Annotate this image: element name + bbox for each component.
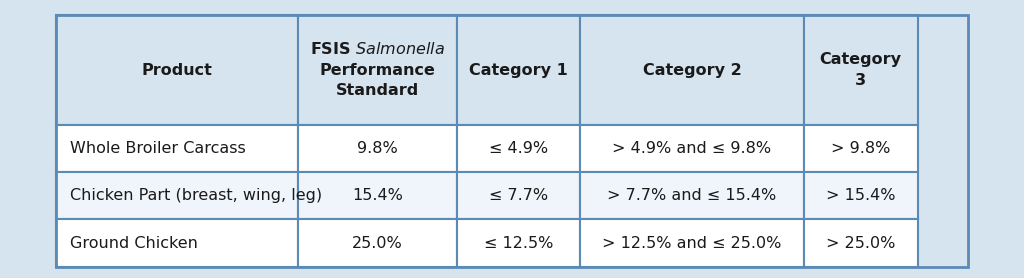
- Bar: [804, 125, 918, 172]
- Bar: [581, 220, 804, 267]
- Bar: [581, 172, 804, 220]
- Text: Whole Broiler Carcass: Whole Broiler Carcass: [70, 141, 246, 156]
- Bar: [56, 172, 298, 220]
- Bar: [458, 172, 581, 220]
- Text: ≤ 12.5%: ≤ 12.5%: [484, 236, 554, 251]
- Text: Category 1: Category 1: [469, 63, 568, 78]
- Bar: [298, 220, 458, 267]
- Bar: [298, 172, 458, 220]
- Bar: [804, 172, 918, 220]
- Text: 9.8%: 9.8%: [357, 141, 398, 156]
- Bar: [804, 15, 918, 125]
- Text: > 25.0%: > 25.0%: [826, 236, 895, 251]
- Text: ≤ 7.7%: ≤ 7.7%: [489, 188, 549, 203]
- Bar: [56, 15, 298, 125]
- Text: 25.0%: 25.0%: [352, 236, 403, 251]
- Bar: [56, 125, 298, 172]
- Text: Product: Product: [141, 63, 213, 78]
- Text: > 9.8%: > 9.8%: [830, 141, 890, 156]
- Text: 15.4%: 15.4%: [352, 188, 403, 203]
- Text: Ground Chicken: Ground Chicken: [70, 236, 198, 251]
- Bar: [581, 15, 804, 125]
- Text: Standard: Standard: [336, 83, 419, 98]
- Bar: [56, 220, 298, 267]
- Text: > 15.4%: > 15.4%: [825, 188, 895, 203]
- Bar: [56, 15, 968, 267]
- Bar: [298, 15, 458, 125]
- Text: Chicken Part (breast, wing, leg): Chicken Part (breast, wing, leg): [70, 188, 323, 203]
- Text: > 4.9% and ≤ 9.8%: > 4.9% and ≤ 9.8%: [612, 141, 771, 156]
- Bar: [458, 220, 581, 267]
- Text: > 12.5% and ≤ 25.0%: > 12.5% and ≤ 25.0%: [602, 236, 781, 251]
- Bar: [458, 15, 581, 125]
- Text: Category: Category: [819, 52, 901, 67]
- Text: > 7.7% and ≤ 15.4%: > 7.7% and ≤ 15.4%: [607, 188, 776, 203]
- Bar: [458, 125, 581, 172]
- Text: FSIS $\it{Salmonella}$: FSIS $\it{Salmonella}$: [310, 41, 445, 57]
- Text: 3: 3: [855, 73, 866, 88]
- Bar: [804, 220, 918, 267]
- Text: ≤ 4.9%: ≤ 4.9%: [489, 141, 549, 156]
- Bar: [298, 125, 458, 172]
- Text: Performance: Performance: [319, 63, 435, 78]
- Text: Category 2: Category 2: [643, 63, 741, 78]
- Bar: [581, 125, 804, 172]
